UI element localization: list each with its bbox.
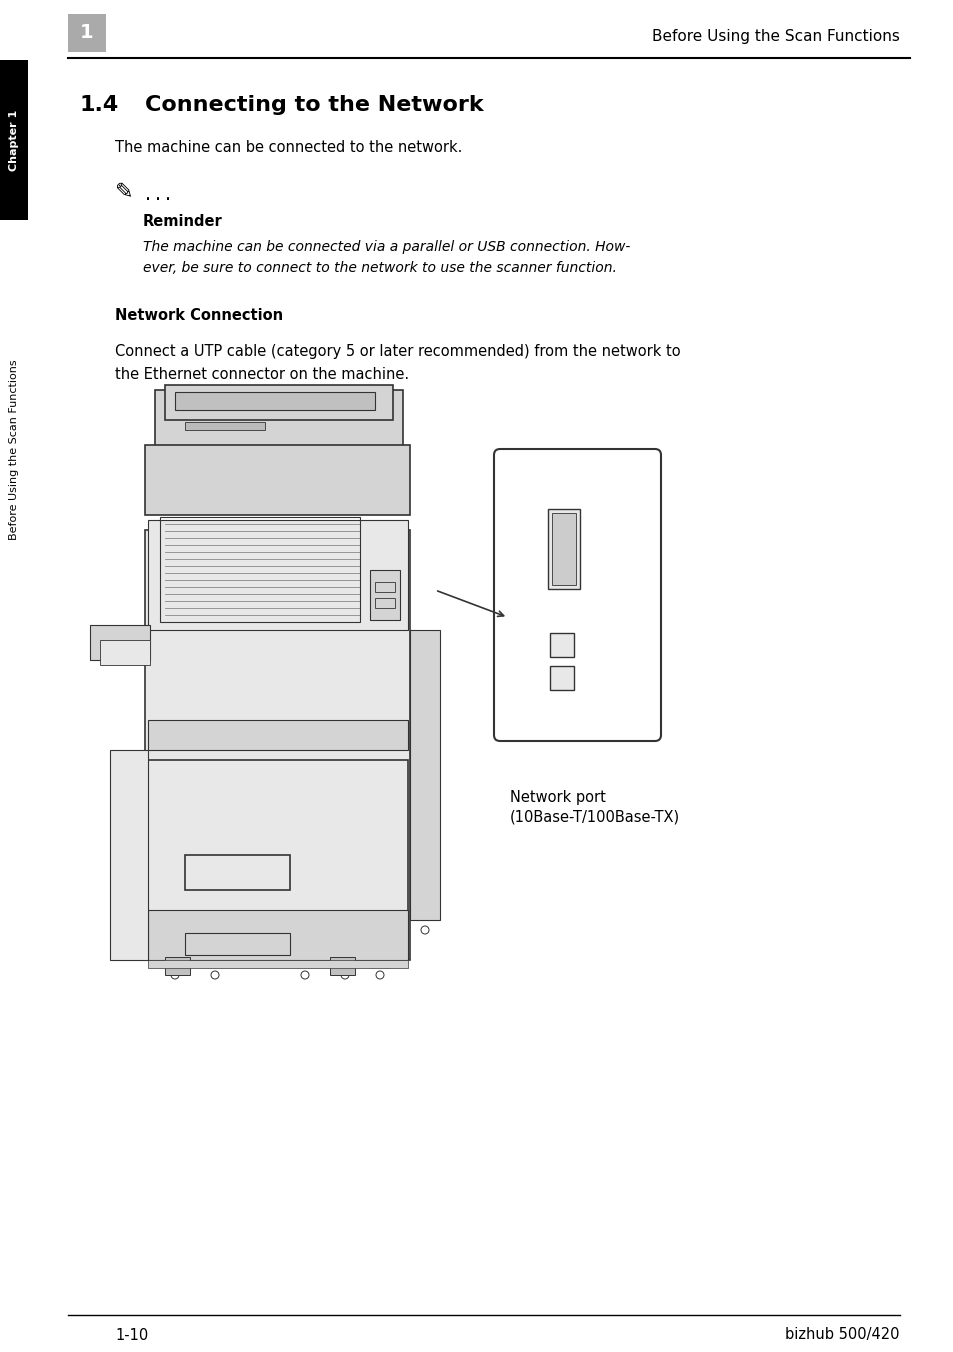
Bar	[148, 521, 408, 630]
Bar	[110, 750, 148, 960]
Bar	[200, 535, 214, 545]
Bar	[552, 514, 576, 585]
Text: ✎: ✎	[115, 183, 133, 201]
Text: The machine can be connected to the network.: The machine can be connected to the netw…	[115, 141, 462, 155]
Bar	[148, 760, 408, 960]
Bar	[230, 535, 245, 545]
Text: Network Connection: Network Connection	[115, 307, 283, 323]
Bar	[130, 798, 148, 821]
Bar	[547, 510, 579, 589]
Bar	[100, 639, 150, 665]
Bar	[170, 535, 185, 545]
Bar	[130, 827, 148, 850]
Text: 1: 1	[80, 23, 93, 42]
Bar	[174, 392, 375, 410]
Circle shape	[249, 492, 261, 504]
Text: (10Base-T/100Base-TX): (10Base-T/100Base-TX)	[510, 810, 679, 825]
Bar	[90, 625, 150, 660]
Circle shape	[343, 539, 347, 544]
Text: Reminder: Reminder	[143, 215, 222, 230]
FancyBboxPatch shape	[494, 449, 660, 741]
Bar	[68, 14, 106, 51]
Bar	[165, 957, 190, 975]
Bar	[165, 385, 393, 420]
Bar	[375, 598, 395, 608]
Bar	[185, 854, 290, 890]
Circle shape	[348, 485, 372, 510]
Circle shape	[207, 489, 223, 506]
Bar	[145, 445, 410, 515]
Bar	[550, 633, 574, 657]
Bar	[339, 535, 355, 545]
Bar	[0, 59, 28, 220]
Text: bizhub 500/420: bizhub 500/420	[784, 1328, 899, 1343]
Text: Chapter 1: Chapter 1	[9, 110, 19, 170]
Bar	[148, 910, 408, 960]
Circle shape	[297, 485, 322, 510]
Text: Network port: Network port	[510, 790, 605, 804]
Bar	[148, 960, 408, 968]
Bar	[160, 516, 359, 622]
Bar	[550, 667, 574, 691]
Bar	[154, 523, 395, 556]
Bar	[185, 422, 265, 430]
Bar	[260, 535, 274, 545]
Text: ...: ...	[143, 187, 172, 204]
Text: Before Using the Scan Functions: Before Using the Scan Functions	[652, 28, 899, 43]
Text: the Ethernet connector on the machine.: the Ethernet connector on the machine.	[115, 368, 409, 383]
Bar	[370, 571, 399, 621]
Circle shape	[226, 539, 230, 544]
Bar	[310, 535, 325, 545]
Text: 1-10: 1-10	[115, 1328, 148, 1343]
Bar	[145, 530, 410, 960]
Text: Connect a UTP cable (category 5 or later recommended) from the network to: Connect a UTP cable (category 5 or later…	[115, 345, 679, 360]
Text: ever, be sure to connect to the network to use the scanner function.: ever, be sure to connect to the network …	[143, 261, 617, 274]
Bar	[185, 933, 290, 955]
Bar	[154, 389, 402, 450]
Text: Before Using the Scan Functions: Before Using the Scan Functions	[9, 360, 19, 541]
Bar	[148, 721, 408, 750]
Text: 1.4: 1.4	[80, 95, 119, 115]
Bar	[410, 630, 439, 919]
Bar	[375, 581, 395, 592]
Text: Connecting to the Network: Connecting to the Network	[145, 95, 483, 115]
Text: The machine can be connected via a parallel or USB connection. How-: The machine can be connected via a paral…	[143, 241, 630, 254]
Bar	[330, 957, 355, 975]
